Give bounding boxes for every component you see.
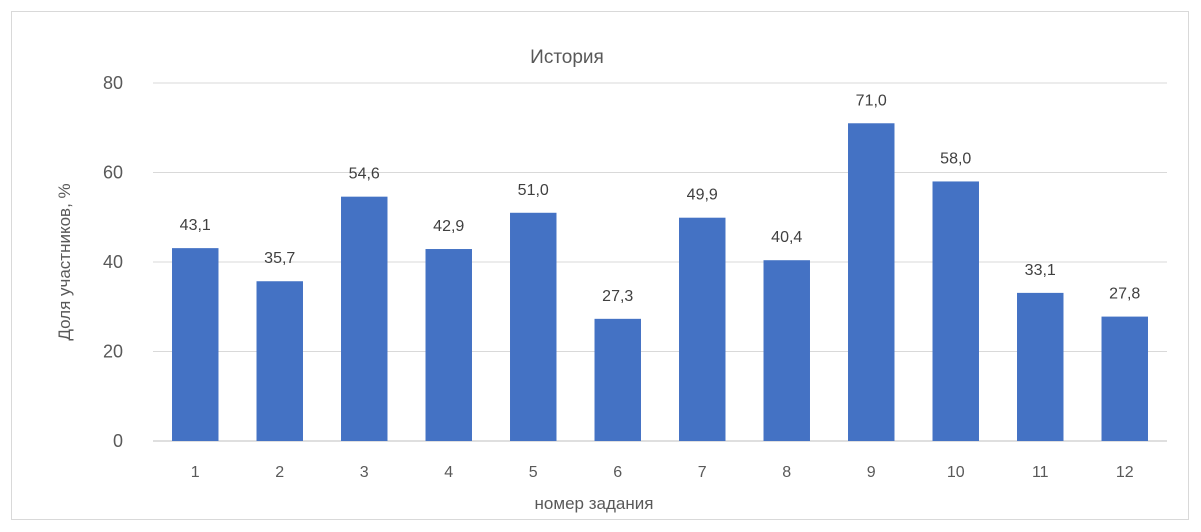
bar-11 [1017,292,1064,441]
x-tick-labels: 1 2 3 4 5 6 7 8 9 10 11 12 [191,464,1134,481]
x-tick-label-5: 5 [529,464,538,481]
x-tick-label-11: 11 [1032,464,1049,481]
x-tick-label-9: 9 [867,464,876,481]
data-label-5: 51,0 [518,182,549,199]
data-label-10: 58,0 [940,150,971,167]
bar-12 [1101,316,1148,441]
data-label-1: 43,1 [180,217,211,234]
x-tick-label-7: 7 [698,464,707,481]
data-label-6: 27,3 [602,288,633,305]
bar-5 [510,212,557,441]
bar-1 [172,248,219,441]
y-tick-label: 40 [103,252,123,272]
y-tick-labels: 0 20 40 60 80 [103,73,123,451]
y-tick-label: 20 [103,342,123,362]
x-axis-label: номер задания [535,494,654,513]
chart-title: История [530,47,604,68]
data-label-7: 49,9 [687,187,718,204]
bar-2 [256,281,303,441]
bar-9 [848,123,895,442]
data-label-12: 27,8 [1109,286,1140,303]
y-tick-label: 0 [113,431,123,451]
x-tick-label-12: 12 [1116,464,1134,481]
y-axis-label: Доля участников, % [55,183,74,340]
gridlines [153,82,1167,442]
x-tick-label-4: 4 [444,464,453,481]
x-tick-label-3: 3 [360,464,369,481]
x-tick-label-1: 1 [191,464,200,481]
data-labels: 43,1 35,7 54,6 42,9 51,0 27,3 49,9 40,4 71,0 58,0… [180,92,1141,305]
data-label-3: 54,6 [349,166,380,183]
data-label-2: 35,7 [264,250,295,267]
x-tick-label-2: 2 [275,464,284,481]
y-tick-label: 60 [103,163,123,183]
bar-6 [594,318,641,441]
bars [172,123,1148,442]
bar-8 [763,260,810,441]
data-label-9: 71,0 [856,92,887,109]
x-tick-label-6: 6 [613,464,622,481]
x-tick-label-10: 10 [947,464,965,481]
data-label-4: 42,9 [433,218,464,235]
y-tick-label: 80 [103,73,123,93]
bar-4 [425,249,472,441]
bar-7 [679,217,726,441]
bar-3 [341,196,388,441]
data-label-8: 40,4 [771,229,802,246]
bar-10 [932,181,979,441]
x-tick-label-8: 8 [782,464,791,481]
data-label-11: 33,1 [1025,262,1056,279]
